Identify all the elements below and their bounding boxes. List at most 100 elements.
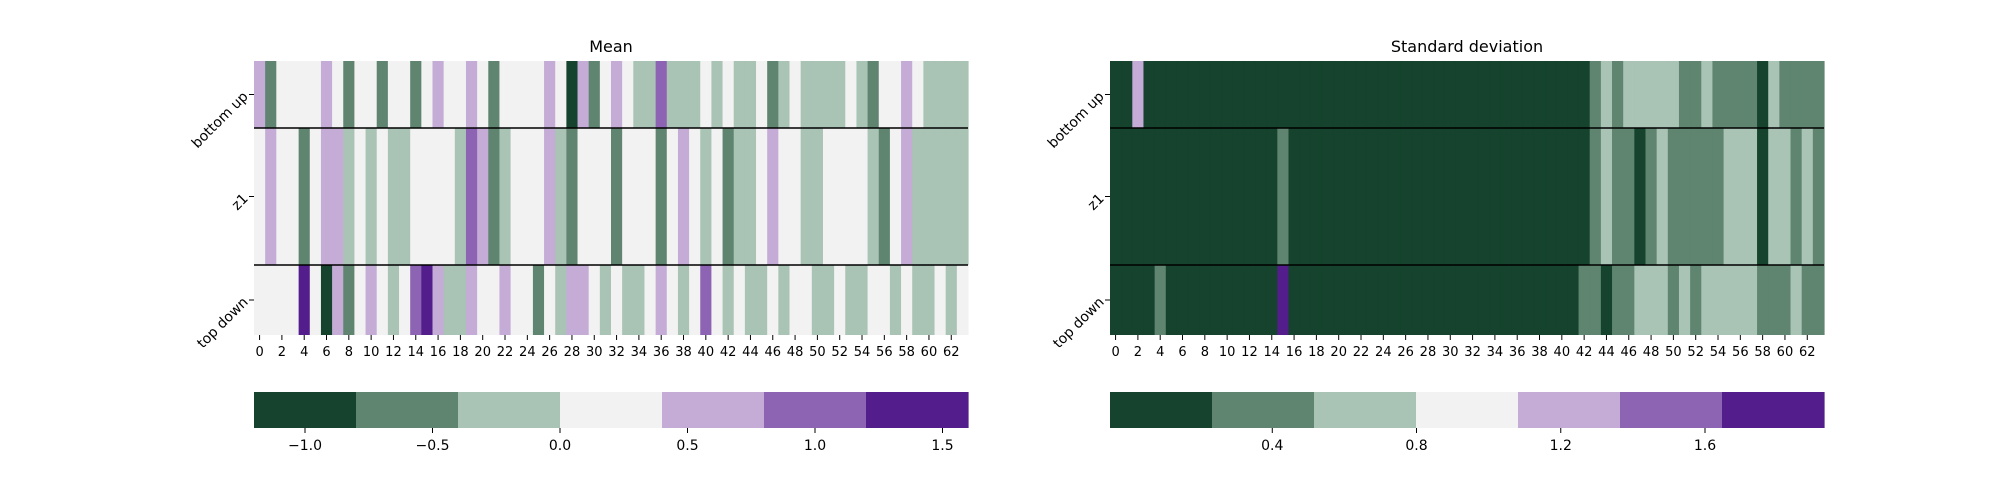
heatmap-cell	[1623, 61, 1635, 128]
heatmap-cell	[1154, 265, 1167, 335]
heatmap-cell	[1690, 265, 1702, 335]
heatmap-cell	[532, 265, 545, 335]
heatmap-cell	[878, 61, 891, 128]
chart-title: Standard deviation	[1391, 37, 1543, 56]
heatmap-cell	[666, 265, 679, 335]
heatmap-cell	[1678, 265, 1691, 335]
heatmap-cell	[767, 61, 779, 128]
heatmap-cell	[689, 265, 701, 335]
heatmap-cell	[722, 61, 735, 128]
heatmap-cell	[845, 61, 858, 128]
colorbar-tick-label: 0.0	[549, 438, 571, 454]
heatmap-cell	[912, 61, 924, 128]
heatmap-cell	[532, 128, 545, 265]
heatmap-cell	[1299, 61, 1312, 128]
heatmap-cell	[811, 61, 824, 128]
heatmap-cell	[354, 128, 367, 265]
heatmap-cell	[1110, 265, 1122, 335]
heatmap-cell	[1232, 265, 1245, 335]
x-tick-label: 12	[385, 345, 402, 360]
heatmap-cell	[309, 128, 322, 265]
colorbar-segment	[1518, 392, 1621, 428]
heatmap-cell	[934, 61, 947, 128]
heatmap-cell	[1567, 128, 1580, 265]
heatmap-cell	[945, 265, 958, 335]
heatmap-cell	[622, 61, 634, 128]
row-label: z1	[229, 191, 252, 214]
heatmap-cell	[633, 265, 646, 335]
heatmap-cell	[332, 128, 344, 265]
x-tick-label: 56	[1732, 345, 1749, 360]
heatmap-cell	[1634, 128, 1647, 265]
chart-title: Mean	[589, 37, 633, 56]
heatmap-cell	[1321, 128, 1334, 265]
heatmap-cell	[365, 265, 378, 335]
heatmap-cell	[488, 128, 501, 265]
heatmap-cell	[421, 61, 434, 128]
x-tick-label: 38	[1531, 345, 1548, 360]
x-tick-label: 44	[742, 345, 759, 360]
heatmap-cell	[744, 128, 757, 265]
heatmap-cell	[923, 265, 936, 335]
heatmap-cell	[733, 128, 746, 265]
heatmap-cell	[1388, 128, 1401, 265]
heatmap-cell	[778, 61, 791, 128]
heatmap-cell	[343, 128, 356, 265]
heatmap-cell	[622, 128, 634, 265]
heatmap-cell	[689, 61, 701, 128]
heatmap-cell	[443, 265, 456, 335]
colorbar-segment	[764, 392, 867, 428]
heatmap-cell	[510, 265, 523, 335]
x-tick-label: 36	[1509, 345, 1526, 360]
heatmap-cell	[588, 128, 601, 265]
heatmap-cell	[309, 61, 322, 128]
heatmap-cell	[276, 265, 289, 335]
heatmap-cell	[521, 128, 534, 265]
heatmap-cell	[1400, 265, 1412, 335]
heatmap-cell	[1132, 61, 1145, 128]
heatmap-cell	[901, 265, 913, 335]
heatmap-cell	[1154, 61, 1167, 128]
heatmap-cell	[1355, 128, 1368, 265]
heatmap-cell	[298, 265, 311, 335]
heatmap-cell	[1110, 128, 1122, 265]
x-tick-label: 14	[1263, 345, 1280, 360]
heatmap-cell	[1533, 265, 1546, 335]
x-tick-label: 30	[586, 345, 603, 360]
heatmap-cell	[1388, 265, 1401, 335]
heatmap-cell	[1455, 265, 1468, 335]
heatmap-cell	[778, 265, 791, 335]
heatmap-cell	[1433, 265, 1446, 335]
heatmap-cell	[254, 128, 266, 265]
heatmap-cell	[1355, 61, 1368, 128]
heatmap-cell	[666, 128, 679, 265]
heatmap-cell	[1667, 128, 1680, 265]
heatmap-cell	[1678, 128, 1691, 265]
heatmap-cell	[1143, 61, 1156, 128]
colorbar-tick-label: −0.5	[416, 438, 450, 454]
heatmap-cell	[1277, 61, 1290, 128]
heatmap-cell	[354, 61, 367, 128]
heatmap-cell	[1110, 61, 1122, 128]
heatmap-cell	[1310, 61, 1323, 128]
heatmap-cell	[1377, 128, 1390, 265]
heatmap-cell	[1567, 265, 1580, 335]
row-label: bottom up	[189, 89, 252, 152]
heatmap-cell	[555, 128, 567, 265]
heatmap-cell	[1210, 265, 1223, 335]
x-tick-label: 2	[278, 345, 286, 360]
heatmap-cell	[477, 128, 489, 265]
heatmap-cell	[577, 61, 590, 128]
heatmap-cell	[1500, 61, 1513, 128]
colorbar-segment	[560, 392, 663, 428]
heatmap-cell	[1511, 265, 1524, 335]
colorbar-tick-label: 1.5	[931, 438, 953, 454]
heatmap-cell	[834, 265, 846, 335]
heatmap-cell	[611, 61, 623, 128]
heatmap-cell	[510, 128, 523, 265]
heatmap-cell	[1221, 265, 1234, 335]
heatmap-cell	[1255, 128, 1267, 265]
heatmap-cell	[901, 61, 913, 128]
heatmap-cell	[1545, 61, 1557, 128]
heatmap-cell	[822, 265, 835, 335]
